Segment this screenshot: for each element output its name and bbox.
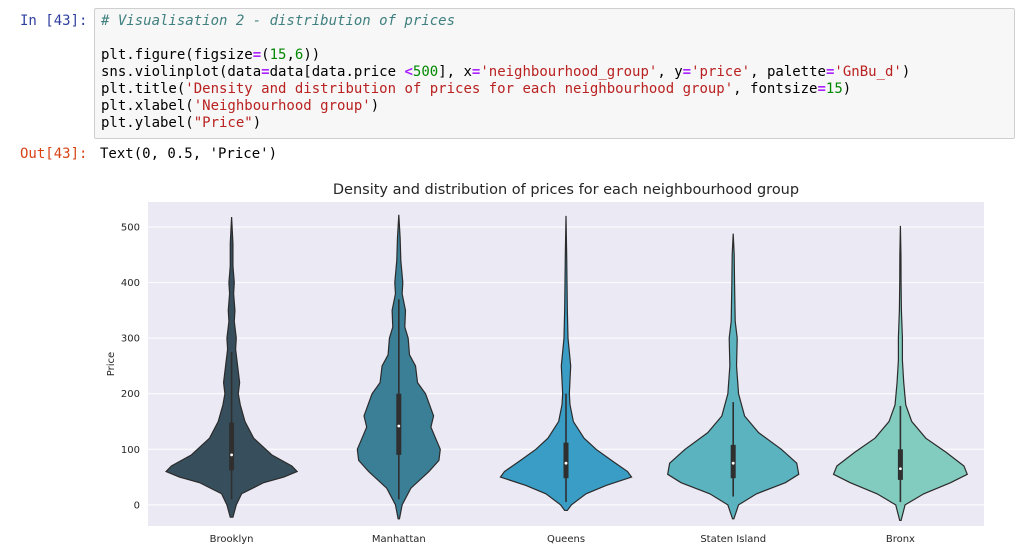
code-line: plt.title('Density and distribution of p… [101, 81, 910, 98]
y-tick-label: 500 [121, 223, 140, 234]
code-cell-input[interactable]: # Visualisation 2 - distribution of pric… [94, 8, 1015, 139]
code-line: plt.xlabel('Neighbourhood group') [101, 98, 910, 115]
code-token: = [471, 64, 481, 80]
y-tick-label: 0 [134, 500, 140, 511]
code-token: < [404, 64, 413, 80]
violin-iqr-box [563, 442, 569, 479]
code-token: = [682, 64, 692, 80]
code-token: ], x [438, 64, 472, 80]
code-token: , fontsize [733, 81, 818, 97]
violin-queens [499, 215, 633, 512]
code-token: data[data.price [269, 64, 405, 80]
violin-iqr-box [730, 444, 736, 479]
code-token: 15 [269, 47, 287, 63]
y-tick-label: 200 [121, 389, 140, 400]
code-token: plt.title( [101, 81, 186, 97]
code-token: 'neighbourhood_group' [480, 64, 658, 80]
code-line: plt.figure(figsize=(15,6)) [101, 47, 910, 64]
code-token: = [825, 64, 835, 80]
code-line: plt.ylabel("Price") [101, 115, 910, 132]
code-token: ( [261, 47, 270, 63]
code-token: plt.xlabel( [101, 98, 194, 114]
code-token: 'Neighbourhood group' [193, 98, 371, 114]
code-token: = [261, 64, 270, 80]
y-axis: 0 100 200 300 400 500 [121, 223, 140, 512]
code-token: 6 [294, 47, 304, 63]
x-tick-label: Brooklyn [210, 534, 254, 545]
violin-median [899, 467, 902, 471]
code-token: ) [252, 115, 262, 131]
code-token: = [252, 47, 262, 63]
chart-title: Density and distribution of prices for e… [333, 182, 799, 198]
code-token: 'GnBu_d' [834, 64, 902, 80]
output-text: Text(0, 0.5, 'Price') [100, 146, 278, 162]
x-axis: Brooklyn Manhattan Queens Staten Island Bron… [210, 534, 915, 545]
code-token: 'Density and distribution of prices for … [185, 81, 734, 97]
violin-staten-island [666, 233, 800, 520]
x-tick-label: Manhattan [372, 534, 426, 545]
violin-iqr-box [229, 422, 235, 471]
code-token: = [817, 81, 826, 97]
violin-median [731, 461, 735, 465]
code-token: , y [657, 64, 683, 80]
code-token: ) [370, 98, 380, 114]
violin-iqr-box [396, 393, 402, 455]
output-prompt: Out[43]: [20, 146, 88, 162]
code-token: 'price' [691, 64, 751, 80]
code-token: 15 [825, 81, 843, 97]
y-axis-label: Price [106, 352, 117, 376]
code-token: # Visualisation 2 - distribution of pric… [101, 13, 456, 29]
code-token: "Price" [193, 115, 253, 131]
violins-layer [165, 214, 969, 522]
violin-median [397, 424, 401, 428]
code-line: sns.violinplot(data=data[data.price <500… [101, 64, 910, 81]
violin-chart: Density and distribution of prices for e… [106, 182, 984, 545]
y-tick-label: 100 [121, 445, 140, 456]
violin-median [230, 453, 234, 457]
code-editor[interactable]: # Visualisation 2 - distribution of pric… [101, 13, 910, 132]
violin-median [564, 461, 568, 465]
violin-iqr-box [897, 449, 903, 480]
x-tick-label: Staten Island [700, 534, 766, 545]
code-token: 500 [412, 64, 439, 80]
input-prompt: In [43]: [20, 13, 88, 29]
violin-bronx [832, 225, 969, 522]
code-line: # Visualisation 2 - distribution of pric… [101, 13, 910, 30]
code-token: sns.violinplot(data [101, 64, 262, 80]
y-tick-label: 300 [121, 334, 140, 345]
code-token: plt.ylabel( [101, 115, 194, 131]
code-token: plt.figure(figsize [101, 47, 253, 63]
code-token: , palette [750, 64, 826, 80]
code-line [101, 30, 910, 47]
y-tick-label: 400 [121, 278, 140, 289]
code-token: , [286, 47, 295, 63]
x-tick-label: Bronx [886, 534, 915, 545]
x-tick-label: Queens [547, 534, 585, 545]
code-token: ) [842, 81, 852, 97]
code-token: )) [303, 47, 321, 63]
code-token: ) [901, 64, 911, 80]
